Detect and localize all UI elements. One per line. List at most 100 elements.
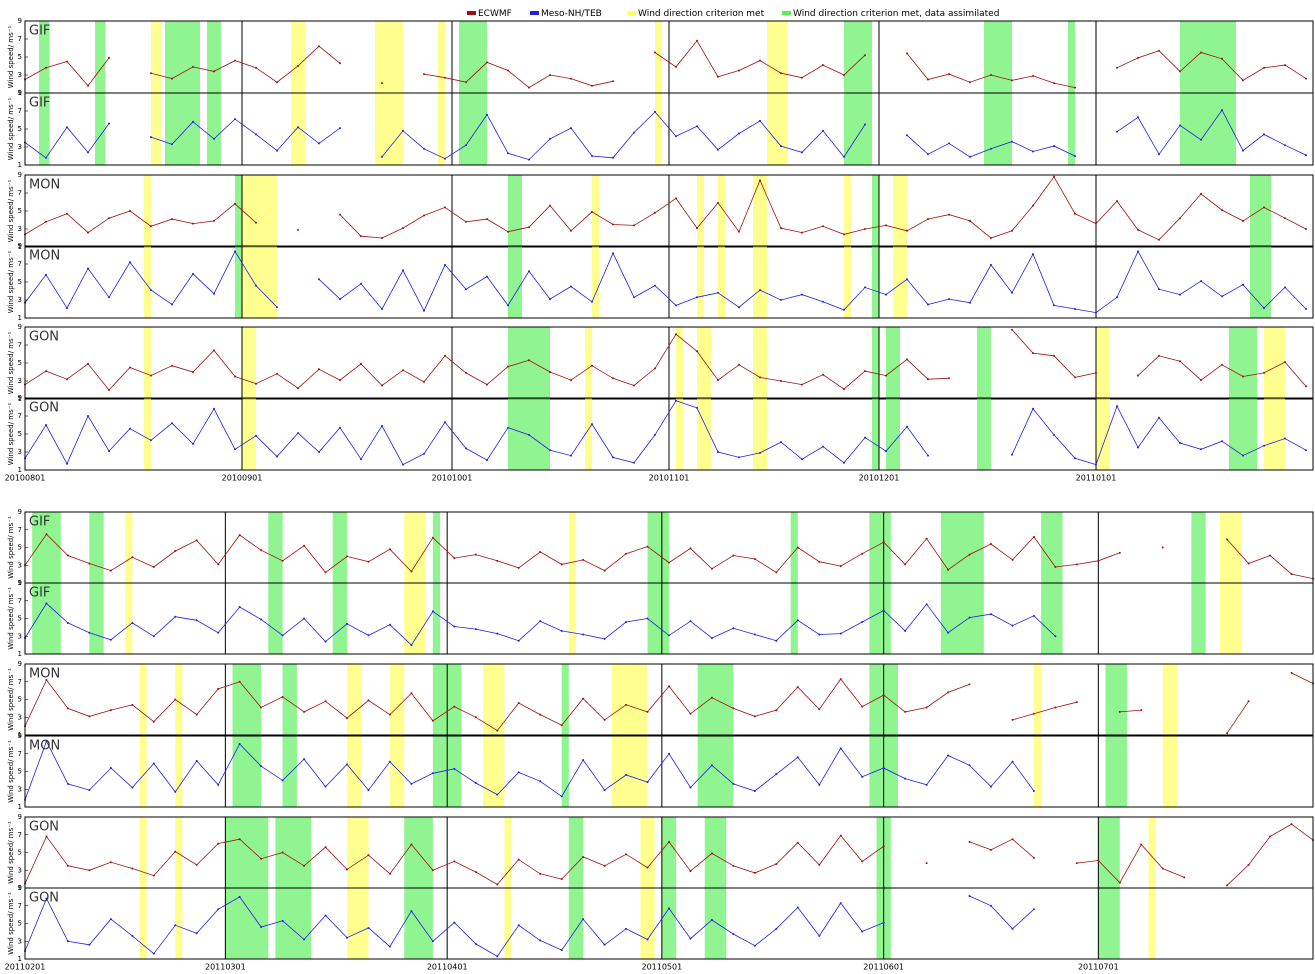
wind-speed-point: [318, 368, 320, 371]
wind-speed-point: [947, 754, 950, 757]
wind-speed-point: [1011, 229, 1013, 232]
criterion-band: [125, 512, 133, 583]
criterion-band: [95, 21, 106, 93]
wind-speed-point: [381, 308, 383, 310]
station-label: GON: [29, 820, 59, 835]
criterion-band: [165, 21, 200, 93]
wind-speed-point: [801, 458, 803, 461]
wind-speed-point: [1284, 437, 1286, 440]
y-tick-label: 5: [18, 207, 22, 215]
station-label: GIF: [29, 586, 50, 601]
wind-speed-point: [775, 709, 778, 712]
criterion-band: [139, 888, 147, 959]
wind-speed-point: [1161, 546, 1164, 549]
wind-speed-point: [839, 834, 842, 837]
wind-speed-point: [801, 231, 803, 234]
wind-speed-point: [990, 74, 992, 76]
wind-speed-point: [88, 943, 91, 946]
y-tick-label: 3: [18, 71, 22, 79]
criterion-band: [242, 327, 256, 399]
wind-speed-point: [696, 406, 698, 409]
wind-speed-point: [260, 765, 263, 768]
station-label: GON: [29, 330, 59, 345]
criterion-band: [1180, 93, 1236, 165]
wind-speed-point: [195, 539, 198, 542]
wind-speed-point: [570, 127, 572, 130]
wind-speed-point: [864, 370, 866, 373]
wind-speed-point: [109, 861, 112, 864]
wind-speed-point: [1075, 563, 1078, 566]
wind-speed-point: [423, 147, 425, 150]
y-tick-label: 9: [18, 242, 22, 250]
wind-speed-point: [423, 214, 425, 217]
wind-speed-point: [1011, 838, 1014, 841]
criterion-band: [332, 512, 347, 583]
wind-speed-point: [87, 267, 89, 270]
wind-speed-point: [882, 694, 885, 697]
criterion-band: [872, 398, 879, 470]
wind-speed-point: [507, 152, 509, 155]
criterion-band: [753, 175, 767, 247]
wind-speed-point: [654, 367, 656, 370]
wind-speed-point: [517, 858, 520, 861]
wind-speed-point: [818, 560, 821, 563]
wind-speed-point: [591, 210, 593, 213]
wind-speed-point: [1137, 374, 1139, 377]
wind-speed-point: [969, 155, 971, 158]
wind-speed-point: [486, 383, 488, 386]
wind-speed-point: [431, 719, 434, 722]
wind-speed-point: [1032, 352, 1034, 355]
criterion-band: [347, 736, 362, 807]
criterion-band: [235, 175, 242, 247]
wind-speed-point: [549, 298, 551, 301]
criterion-band: [893, 246, 907, 318]
wind-speed-point: [109, 638, 112, 641]
wind-speed-point: [388, 872, 391, 875]
wind-speed-point: [882, 609, 885, 612]
criterion-band: [438, 93, 445, 165]
station-label: GON: [29, 891, 59, 906]
wind-speed-point: [367, 560, 370, 563]
wind-speed-point: [431, 772, 434, 775]
x-tick-label: 20100801: [5, 474, 46, 483]
y-tick-label: 7: [18, 35, 22, 43]
wind-speed-point: [625, 703, 628, 706]
y-tick-label: 7: [18, 902, 22, 910]
wind-speed-point: [88, 869, 91, 872]
wind-speed-point: [66, 864, 69, 867]
y-tick-label: 1: [18, 731, 22, 739]
criterion-band: [95, 93, 106, 165]
wind-speed-point: [1137, 116, 1139, 119]
wind-speed-point: [861, 930, 864, 933]
wind-speed-point: [1179, 360, 1181, 363]
wind-speed-point: [717, 75, 719, 78]
wind-speed-point: [780, 299, 782, 301]
criterion-band: [585, 327, 592, 399]
criterion-band: [282, 736, 297, 807]
wind-speed-point: [654, 433, 656, 436]
wind-speed-point: [346, 555, 348, 558]
wind-speed-point: [1054, 566, 1057, 569]
wind-speed-point: [1221, 109, 1223, 112]
wind-speed-point: [109, 766, 112, 769]
criterion-band: [1264, 398, 1285, 470]
wind-speed-point: [780, 72, 782, 75]
criterion-band: [676, 398, 683, 470]
wind-speed-point: [654, 284, 656, 287]
wind-speed-point: [990, 904, 992, 907]
criterion-band: [872, 327, 879, 399]
wind-speed-point: [990, 848, 992, 851]
wind-speed-point: [213, 292, 215, 295]
criterion-band: [718, 175, 725, 247]
wind-speed-point: [195, 863, 198, 866]
wind-speed-point: [303, 864, 306, 867]
wind-speed-point: [388, 623, 391, 626]
wind-speed-point: [324, 846, 327, 849]
wind-speed-line: [318, 250, 1307, 314]
wind-speed-point: [381, 82, 383, 85]
wind-speed-point: [339, 62, 341, 65]
wind-speed-point: [885, 293, 887, 296]
wind-speed-point: [1226, 538, 1229, 541]
wind-speed-point: [410, 843, 413, 846]
